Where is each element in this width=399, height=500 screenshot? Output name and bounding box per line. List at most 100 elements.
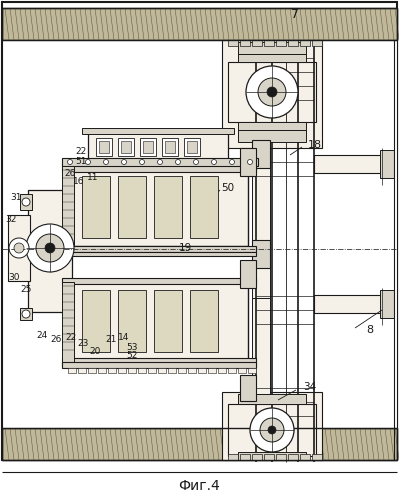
Text: 30: 30 <box>8 274 20 282</box>
Bar <box>2 40 397 428</box>
Bar <box>380 150 394 178</box>
Bar <box>252 140 270 168</box>
Bar <box>228 40 238 46</box>
Bar <box>252 298 270 394</box>
Bar <box>88 368 96 373</box>
Circle shape <box>14 243 24 253</box>
Bar <box>238 54 306 62</box>
Bar <box>252 168 270 298</box>
Bar <box>228 454 238 460</box>
Bar <box>168 368 176 373</box>
Bar <box>154 290 182 352</box>
Bar <box>178 368 186 373</box>
Bar <box>68 368 76 373</box>
Bar <box>300 454 310 460</box>
Bar <box>238 452 306 460</box>
Bar <box>312 40 322 46</box>
Bar <box>70 168 248 246</box>
Bar <box>264 40 274 46</box>
Bar <box>288 40 298 46</box>
Bar <box>82 290 110 352</box>
Bar <box>264 454 274 460</box>
Bar <box>108 368 116 373</box>
Bar <box>238 130 306 142</box>
Bar <box>140 138 156 156</box>
Bar <box>228 368 236 373</box>
Bar <box>88 132 228 164</box>
Text: 53: 53 <box>126 342 138 351</box>
Circle shape <box>36 234 64 262</box>
Bar <box>118 138 134 156</box>
Text: 14: 14 <box>119 332 130 342</box>
Circle shape <box>103 160 109 164</box>
Bar <box>70 282 248 360</box>
Bar <box>62 164 256 172</box>
Bar <box>148 368 156 373</box>
Bar <box>162 138 178 156</box>
Bar <box>222 40 322 148</box>
Text: 31: 31 <box>10 192 22 202</box>
Bar <box>240 375 256 401</box>
Bar <box>248 368 256 373</box>
Bar <box>98 368 106 373</box>
Text: 26: 26 <box>65 170 76 178</box>
Circle shape <box>85 160 91 164</box>
Text: 32: 32 <box>6 216 17 224</box>
Bar <box>314 155 392 173</box>
Bar <box>238 368 246 373</box>
Text: 11: 11 <box>87 172 99 182</box>
Bar <box>82 176 110 238</box>
Circle shape <box>26 224 74 272</box>
Text: 50: 50 <box>221 183 235 193</box>
Text: 51: 51 <box>75 158 87 166</box>
Circle shape <box>158 160 162 164</box>
Bar <box>188 368 196 373</box>
Bar <box>190 176 218 238</box>
Bar <box>2 428 397 460</box>
Bar <box>314 295 392 313</box>
Bar <box>121 141 131 153</box>
Circle shape <box>67 160 73 164</box>
Bar <box>78 368 86 373</box>
Bar <box>8 215 30 281</box>
Bar <box>20 194 32 210</box>
Bar <box>128 368 136 373</box>
Circle shape <box>22 310 30 318</box>
Bar <box>20 308 32 320</box>
Bar <box>118 290 146 352</box>
Bar <box>240 148 256 176</box>
Circle shape <box>211 160 217 164</box>
Text: 23: 23 <box>77 338 89 347</box>
Text: 22: 22 <box>65 332 77 342</box>
Bar <box>82 128 234 134</box>
Bar <box>62 362 256 368</box>
Text: 21: 21 <box>105 336 117 344</box>
Bar <box>118 368 126 373</box>
Bar <box>190 290 218 352</box>
Bar <box>276 454 286 460</box>
Bar <box>62 278 256 284</box>
Bar <box>240 40 250 46</box>
Circle shape <box>246 66 298 118</box>
Circle shape <box>267 87 277 97</box>
Bar <box>187 141 197 153</box>
Bar <box>238 394 306 404</box>
Bar <box>99 141 109 153</box>
Bar <box>238 122 306 130</box>
Bar <box>218 368 226 373</box>
Text: 19: 19 <box>178 243 192 253</box>
Circle shape <box>176 160 180 164</box>
Text: 22: 22 <box>76 148 87 156</box>
Bar <box>288 454 298 460</box>
Bar <box>118 176 146 238</box>
Circle shape <box>140 160 144 164</box>
Text: 24: 24 <box>36 330 47 340</box>
Bar <box>62 358 256 366</box>
Text: 18: 18 <box>308 140 322 150</box>
Bar <box>198 368 206 373</box>
Bar <box>252 454 262 460</box>
Text: 25: 25 <box>21 286 32 294</box>
Text: 8: 8 <box>366 325 373 335</box>
Text: 34: 34 <box>303 382 317 392</box>
Bar <box>62 158 258 166</box>
